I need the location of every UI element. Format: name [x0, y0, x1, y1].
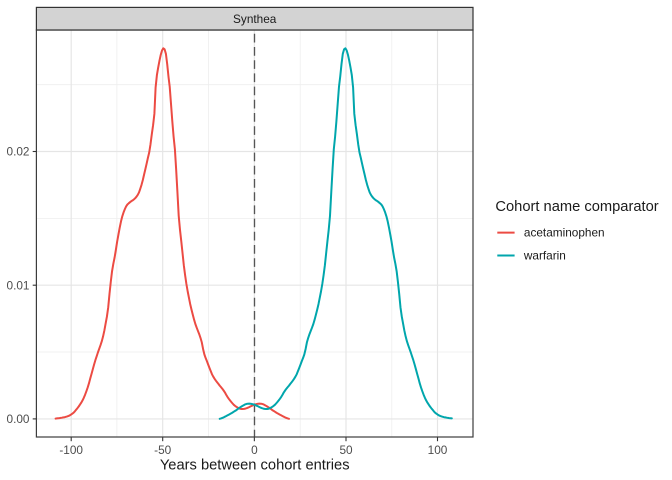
svg-text:acetaminophen: acetaminophen: [524, 226, 605, 240]
svg-text:50: 50: [339, 443, 353, 457]
svg-text:100: 100: [428, 443, 448, 457]
svg-text:-50: -50: [154, 443, 171, 457]
svg-text:0.00: 0.00: [7, 412, 30, 426]
svg-text:0: 0: [251, 443, 258, 457]
svg-text:Years between cohort entries: Years between cohort entries: [160, 458, 350, 474]
svg-text:warfarin: warfarin: [523, 249, 566, 263]
svg-text:Cohort name comparator: Cohort name comparator: [495, 199, 658, 215]
svg-text:0.01: 0.01: [7, 278, 30, 292]
svg-text:0.02: 0.02: [7, 145, 30, 159]
svg-text:Synthea: Synthea: [233, 12, 277, 26]
svg-text:-100: -100: [59, 443, 83, 457]
